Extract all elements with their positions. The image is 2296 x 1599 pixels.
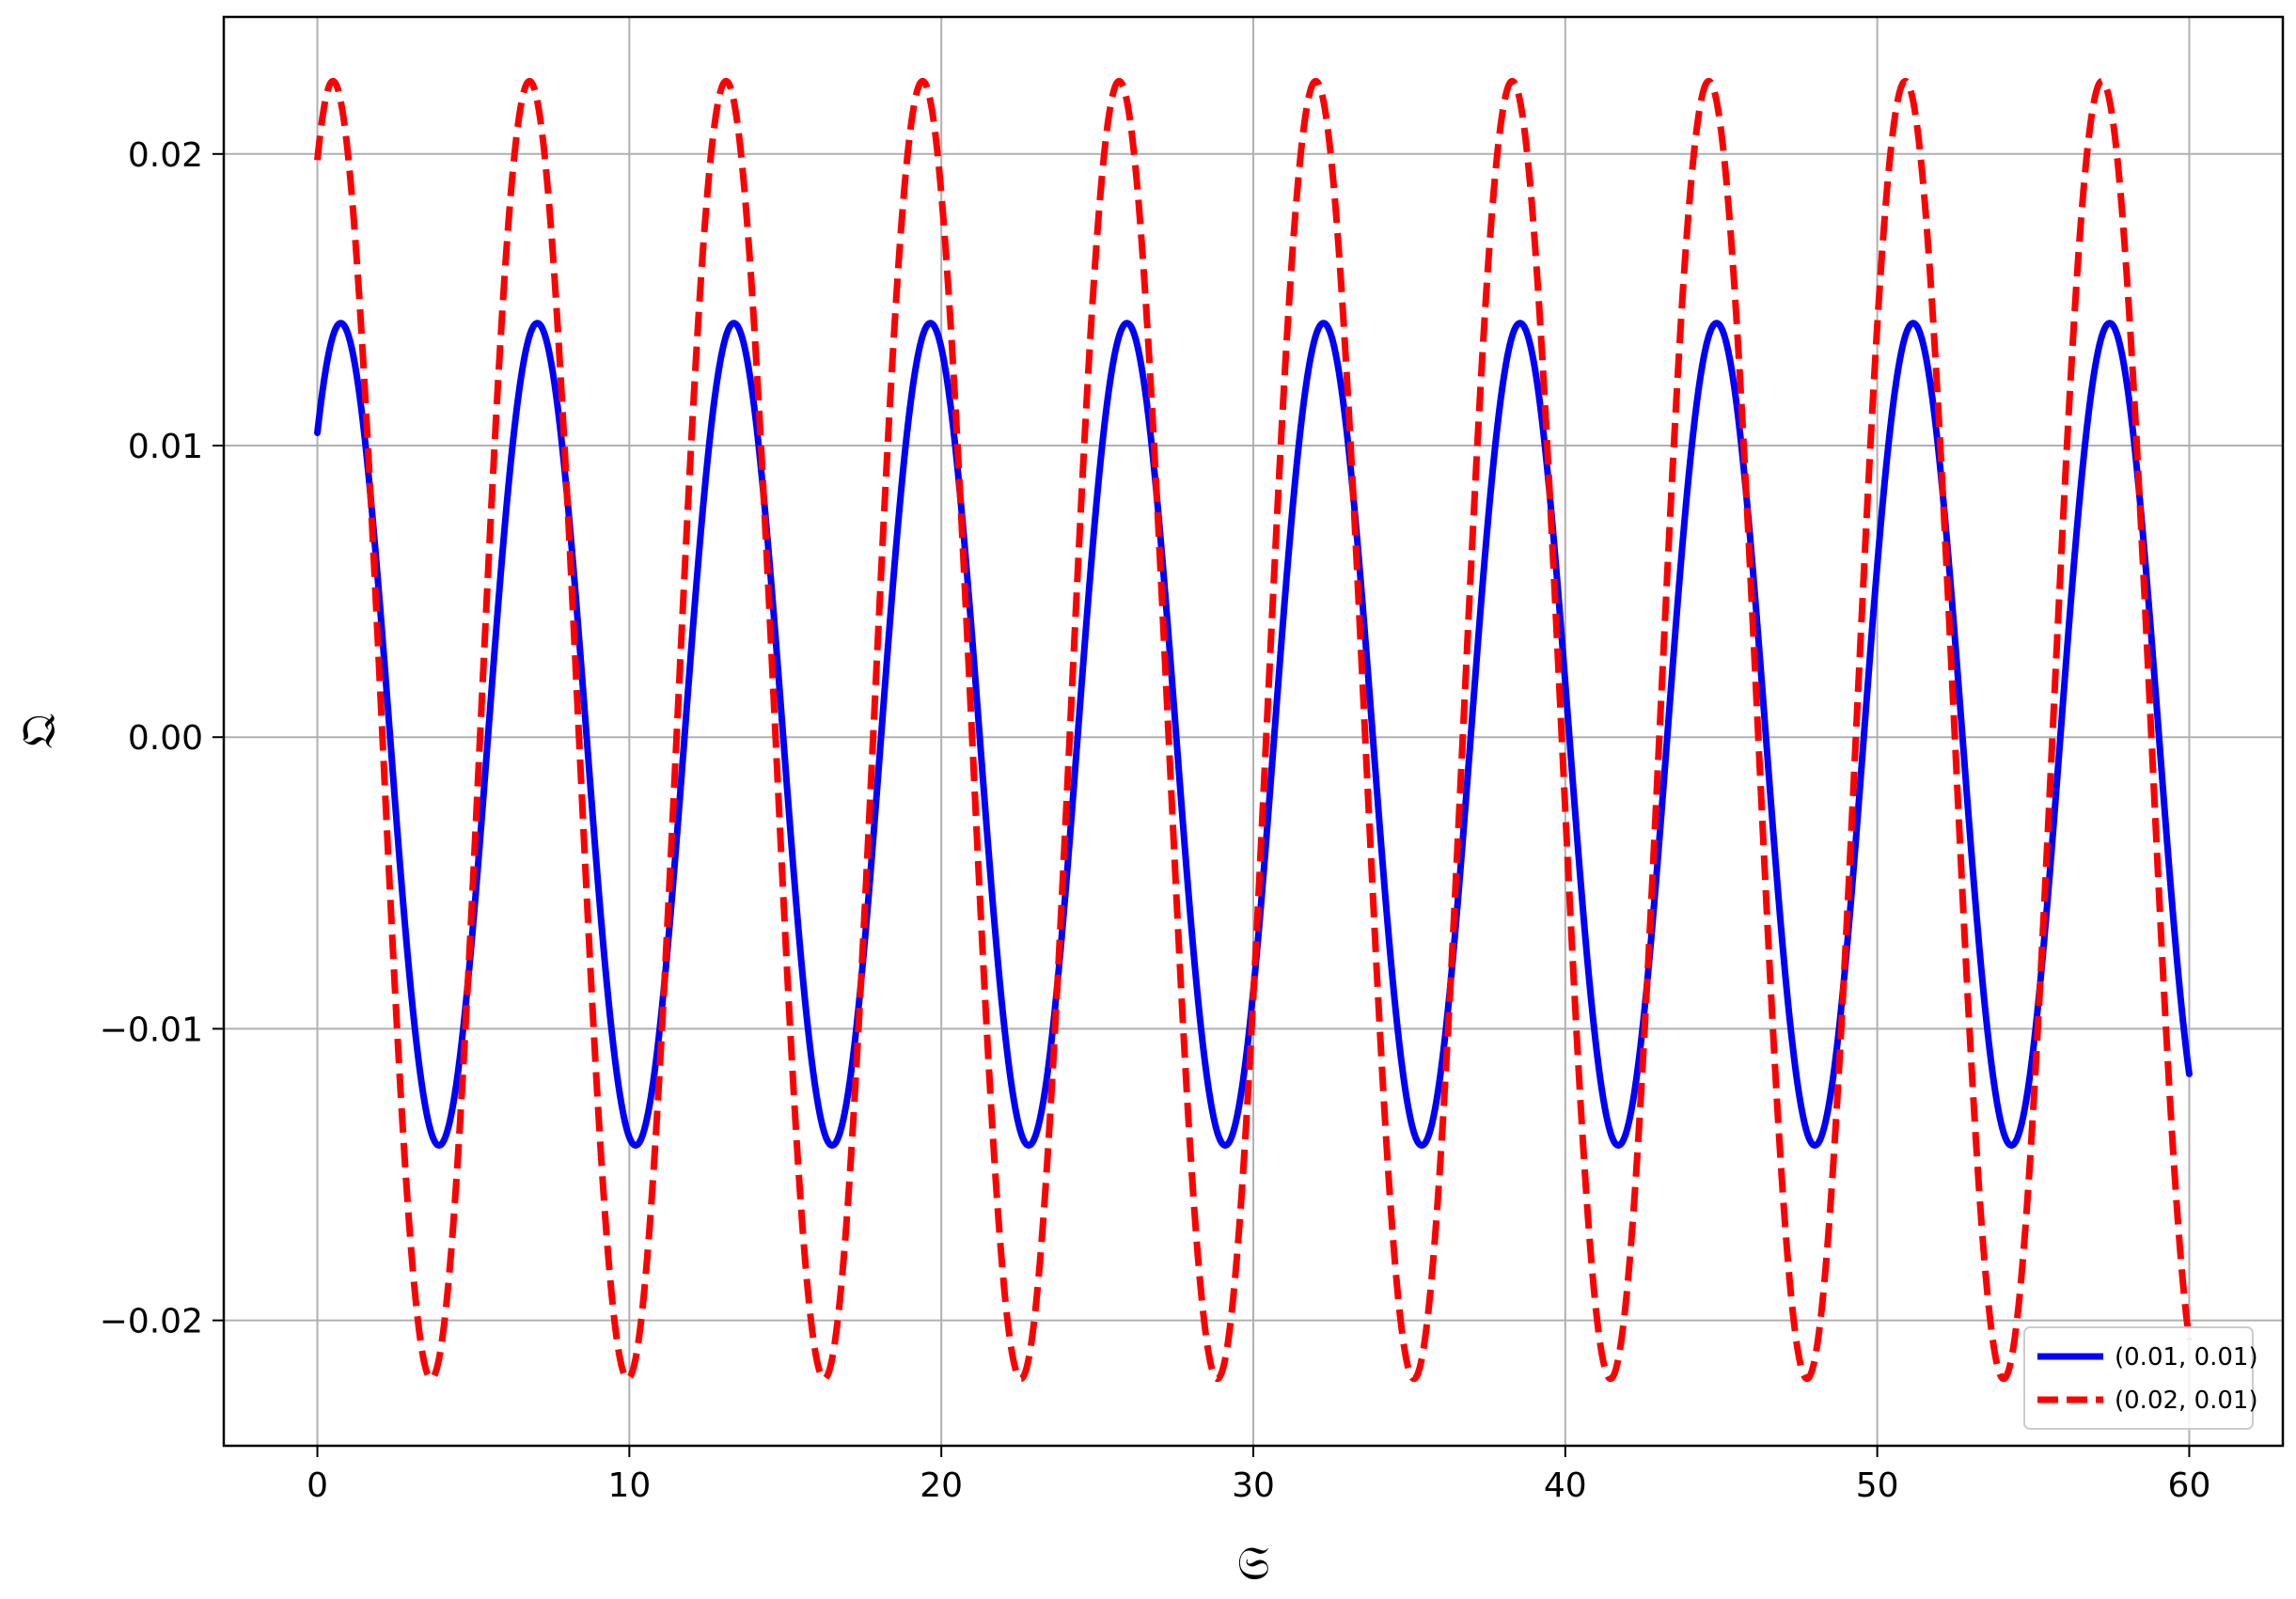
y-tick-label: −0.01 bbox=[100, 1011, 203, 1049]
ticks: 0 10 20 30 40 50 60 −0.02 −0.01 0.00 0.01 0.02 bbox=[100, 136, 2211, 1505]
y-axis-label: 𝔔 bbox=[11, 713, 66, 748]
legend-label: (0.02, 0.01) bbox=[2115, 1387, 2258, 1415]
legend-box bbox=[2023, 1326, 2254, 1430]
x-tick-label: 50 bbox=[1856, 1466, 1899, 1505]
y-tick-label: 0.01 bbox=[128, 428, 203, 466]
series-line-2 bbox=[314, 77, 2193, 1383]
y-tick-label: 0.02 bbox=[128, 136, 203, 175]
y-tick-label: 0.00 bbox=[128, 719, 203, 758]
plot-area bbox=[314, 77, 2193, 1383]
legend: (0.01, 0.01) (0.02, 0.01) bbox=[2023, 1326, 2258, 1430]
x-tick-label: 10 bbox=[607, 1466, 651, 1505]
x-tick-label: 40 bbox=[1544, 1466, 1587, 1505]
x-tick-label: 20 bbox=[920, 1466, 963, 1505]
y-tick-label: −0.02 bbox=[100, 1303, 203, 1341]
x-axis-label: 𝔖 bbox=[1236, 1536, 1269, 1591]
legend-label: (0.01, 0.01) bbox=[2115, 1343, 2258, 1372]
x-tick-label: 0 bbox=[307, 1466, 328, 1505]
x-tick-label: 30 bbox=[1232, 1466, 1275, 1505]
x-tick-label: 60 bbox=[2168, 1466, 2211, 1505]
